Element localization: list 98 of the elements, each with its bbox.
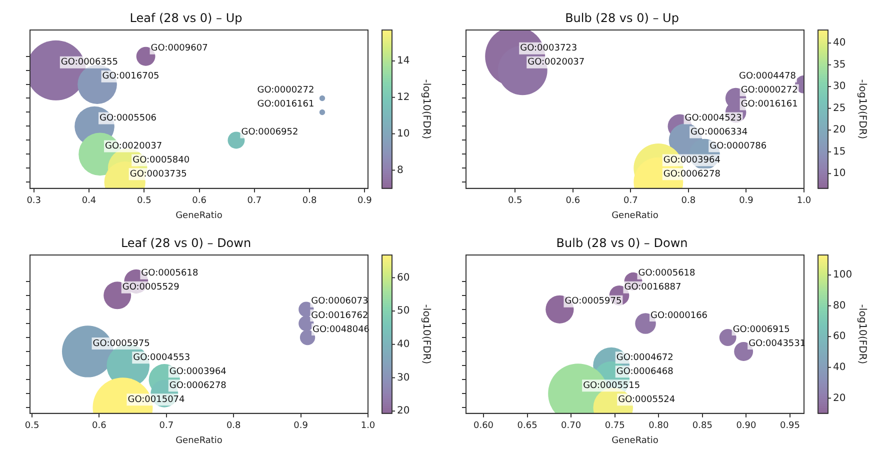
x-tick-label: 1.0	[796, 196, 812, 206]
color-bar-label: 14	[397, 56, 410, 67]
color-bar-label: 35	[833, 59, 846, 70]
annotation: GO:0004672	[616, 352, 674, 363]
x-tick-label: 0.9	[358, 196, 372, 206]
annotation: GO:0000166	[650, 310, 708, 321]
x-tick-label: 0.8	[681, 196, 696, 206]
color-bar-label: 30	[833, 81, 846, 92]
annotation: GO:0016762	[311, 310, 368, 321]
annotation: GO:0006952	[241, 128, 298, 138]
annotation: GO:0006915	[732, 324, 790, 335]
annotation: GO:0005515	[583, 380, 640, 391]
annotation: GO:0016161	[257, 100, 314, 110]
chart-title: Leaf (28 vs 0) – Down	[120, 236, 252, 250]
annotation: GO:0006278	[663, 169, 721, 180]
x-tick-label: 0.5	[508, 196, 522, 206]
color-bar-label: 60	[397, 272, 410, 284]
color-bar-label: 10	[833, 168, 846, 180]
color-bar-label: 20	[833, 124, 846, 136]
annotation: GO:0016887	[624, 282, 682, 293]
x-axis-title: GeneRatio	[612, 210, 659, 221]
annotation: GO:0006334	[690, 128, 748, 138]
color-bar-label: 20	[833, 392, 846, 404]
color-bar-label: 100	[833, 270, 852, 281]
annotation: GO:0003964	[663, 156, 721, 166]
annotation: GO:0020037	[105, 142, 162, 152]
x-tick-label: 0.7	[624, 196, 638, 206]
annotation: GO:0016705	[102, 72, 160, 82]
annotation: GO:0000272	[740, 86, 798, 96]
x-tick-label: 0.7	[247, 196, 262, 206]
x-axis-title: GeneRatio	[612, 436, 659, 446]
annotation: GO:0006355	[60, 58, 118, 68]
x-tick-label: 0.8	[226, 421, 242, 432]
annotation: GO:0015074	[128, 394, 186, 405]
color-bar-label: 12	[397, 92, 410, 103]
annotation: GO:0016161	[740, 100, 798, 110]
x-tick-label: 0.6	[92, 421, 107, 432]
annotation: GO:0009607	[150, 44, 208, 54]
x-tick-label: 0.90	[736, 421, 756, 432]
chart-title: Bulb (28 vs 0) – Down	[556, 236, 688, 250]
color-bar-label: 10	[397, 128, 410, 140]
color-bar-title: -log10(FDR)	[856, 304, 868, 364]
x-axis-title: GeneRatio	[176, 210, 223, 221]
color-bar-label: 80	[833, 300, 846, 312]
color-bar-label: 50	[397, 306, 410, 317]
color-bar-label: 30	[397, 372, 410, 384]
color-bar-label: 8	[397, 164, 404, 176]
color-bar-label: 25	[833, 102, 846, 114]
annotation: GO:0003735	[130, 169, 187, 180]
x-tick-label: 0.85	[692, 421, 712, 432]
annotation: GO:0005618	[141, 268, 198, 279]
annotation: GO:0005975	[92, 338, 150, 349]
color-bar-label: 40	[397, 338, 410, 350]
x-tick-label: 0.5	[24, 421, 40, 432]
x-tick-label: 0.6	[192, 196, 207, 206]
annotation: GO:0000272	[257, 86, 314, 96]
annotation: GO:0000786	[710, 142, 767, 152]
x-tick-label: 0.95	[780, 421, 800, 432]
annotation: GO:0005618	[638, 268, 696, 279]
x-tick-label: 0.7	[159, 421, 174, 432]
annotation: GO:0005524	[618, 394, 676, 405]
annotation: GO:0004478	[738, 72, 796, 82]
color-bar-label: 40	[833, 362, 846, 373]
annotation: GO:0005840	[132, 156, 190, 166]
x-tick-label: 0.60	[473, 421, 494, 432]
color-bar-label: 60	[833, 331, 846, 342]
annotation: GO:0005975	[564, 296, 622, 307]
color-bar-title: -log10(FDR)	[420, 304, 432, 364]
color-bar-label: 15	[833, 146, 846, 158]
chart-title: Leaf (28 vs 0) – Up	[130, 10, 242, 25]
x-tick-label: 0.5	[136, 196, 152, 206]
x-axis-title: GeneRatio	[176, 436, 223, 446]
annotation: GO:0005529	[122, 282, 180, 293]
annotation: GO:0005506	[100, 114, 157, 124]
color-bar-title: -log10(FDR)	[420, 79, 432, 140]
x-tick-label: 0.3	[26, 196, 42, 206]
color-bar-label: 40	[833, 38, 846, 49]
annotation: GO:0006468	[616, 366, 674, 377]
annotation: GO:0004553	[133, 352, 190, 363]
color-bar-title: -log10(FDR)	[856, 79, 868, 140]
annotation: GO:0004523	[684, 114, 742, 124]
x-tick-label: 0.4	[82, 196, 96, 206]
annotation: GO:0006073	[311, 296, 368, 307]
x-tick-label: 0.70	[561, 421, 582, 432]
annotation: GO:0003964	[169, 366, 227, 377]
chart-title: Bulb (28 vs 0) – Up	[565, 10, 679, 25]
x-tick-label: 0.75	[604, 421, 625, 432]
x-tick-label: 0.9	[739, 196, 754, 206]
x-tick-label: 0.80	[648, 421, 669, 432]
annotation: GO:0006278	[169, 380, 227, 391]
x-tick-label: 1.0	[360, 421, 376, 432]
x-tick-label: 0.9	[294, 421, 308, 432]
annotation: GO:0003723	[520, 44, 578, 54]
x-tick-label: 0.65	[517, 421, 538, 432]
x-tick-label: 0.6	[566, 196, 580, 206]
color-bar-label: 20	[397, 406, 410, 417]
x-tick-label: 0.8	[302, 196, 317, 206]
annotation: GO:0020037	[528, 58, 585, 68]
